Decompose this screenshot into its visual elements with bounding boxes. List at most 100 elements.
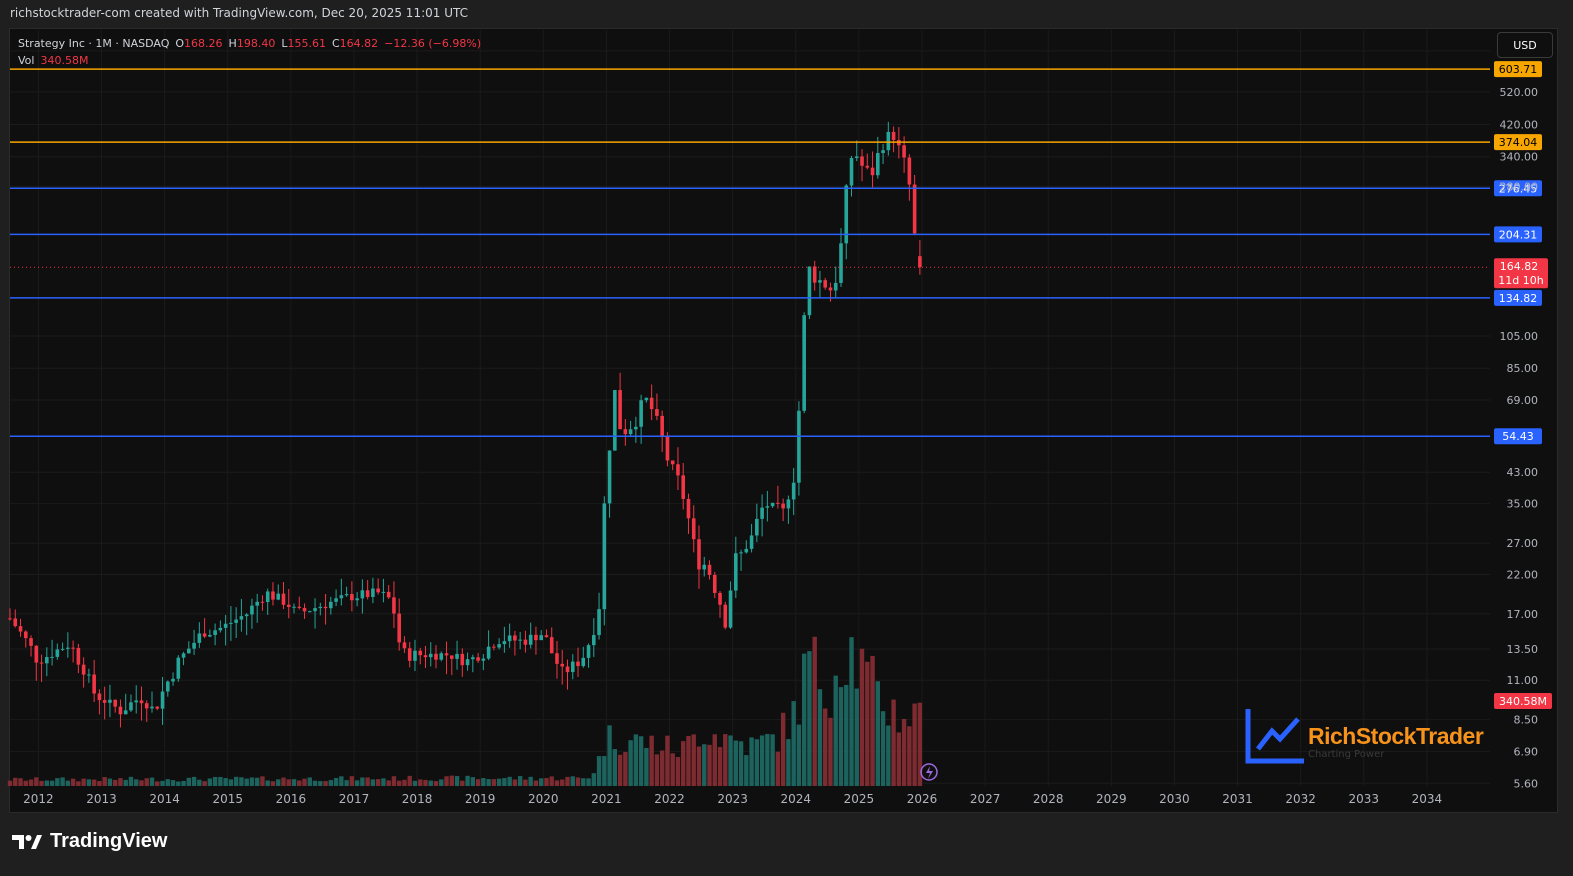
- volume-bar: [239, 777, 244, 786]
- candle-body: [381, 591, 386, 593]
- y-tick-label: 27.00: [1507, 537, 1539, 550]
- candle-body: [323, 606, 328, 609]
- candle-body: [670, 460, 675, 465]
- richstocktrader-watermark: RichStockTrader Charting Power: [1244, 705, 1494, 767]
- volume-bar: [134, 779, 139, 786]
- volume-bar: [349, 776, 355, 786]
- candle-body: [623, 429, 628, 435]
- volume-bar: [628, 740, 633, 786]
- volume-bar: [370, 779, 376, 786]
- x-tick-label: 2021: [591, 792, 622, 806]
- symbol-name[interactable]: Strategy Inc · 1M · NASDAQ: [18, 37, 170, 50]
- volume-bar: [339, 776, 344, 786]
- volume-bar: [307, 777, 312, 786]
- volume-bar: [733, 740, 738, 786]
- volume-bar: [528, 776, 533, 786]
- volume-bar: [917, 702, 923, 786]
- volume-bar: [270, 781, 276, 786]
- y-tick-label: 340.00: [1500, 151, 1539, 164]
- y-axis-labels: 680.00520.00420.00340.00280.00105.0085.0…: [1500, 45, 1539, 790]
- volume-bar: [460, 780, 465, 786]
- volume-bar: [176, 781, 181, 786]
- volume-bar: [70, 778, 76, 786]
- candle-body: [476, 657, 480, 661]
- y-tick-label: 17.00: [1507, 608, 1539, 621]
- last-price-tag: [1494, 258, 1548, 289]
- y-tick-label: 420.00: [1500, 118, 1539, 131]
- candle-body: [118, 706, 123, 715]
- candle-body: [797, 410, 801, 483]
- candle-body: [281, 593, 286, 605]
- candle-body: [439, 653, 444, 660]
- candle-body: [702, 564, 707, 570]
- volume-bar: [118, 778, 123, 786]
- candle-body: [234, 619, 238, 623]
- candle-body: [739, 552, 743, 554]
- tradingview-logo[interactable]: TradingView: [12, 830, 167, 853]
- candle-body: [271, 591, 275, 600]
- candle-body: [39, 662, 44, 664]
- y-tick-label: 13.50: [1507, 643, 1539, 656]
- volume-bar: [560, 779, 565, 786]
- level-tag-134.82: [1494, 289, 1542, 306]
- horizontal-levels: 603.71 374.04 276.45 204.31 134.82 54.43: [10, 61, 1542, 445]
- chart-panel[interactable]: [9, 28, 1558, 813]
- volume-bar: [754, 739, 760, 786]
- volume-bar: [891, 699, 896, 786]
- volume-bar: [491, 779, 497, 786]
- candle-body: [786, 499, 791, 509]
- candle-body: [555, 653, 559, 664]
- volume-bar: [575, 777, 581, 786]
- x-tick-label: 2019: [465, 792, 496, 806]
- x-tick-label: 2032: [1285, 792, 1316, 806]
- candle-body: [760, 507, 764, 519]
- open-label: O: [175, 37, 185, 50]
- candle-body: [723, 604, 728, 628]
- volume-bar: [791, 701, 796, 786]
- candle-body: [213, 630, 217, 636]
- candle-body: [13, 618, 18, 627]
- volume-bar: [607, 725, 612, 786]
- volume-bar: [838, 687, 844, 786]
- volume-bar: [644, 747, 649, 786]
- candle-body: [460, 653, 465, 666]
- candle-body: [428, 653, 433, 658]
- level-label-603.71: 603.71: [1499, 63, 1538, 76]
- level-tag-204.31: [1494, 226, 1542, 243]
- candle-body: [549, 637, 554, 654]
- candle-body: [770, 502, 775, 507]
- x-tick-label: 2029: [1096, 792, 1127, 806]
- volume-bar: [244, 778, 249, 786]
- candle-body: [660, 415, 664, 437]
- x-tick-label: 2022: [654, 792, 685, 806]
- y-tick-label: 11.00: [1507, 674, 1539, 687]
- x-tick-label: 2033: [1349, 792, 1380, 806]
- volume-bar: [55, 778, 60, 786]
- volume-bar: [912, 703, 917, 786]
- volume-tag: [1494, 693, 1552, 709]
- volume-bar: [249, 777, 255, 786]
- volume-bar: [570, 776, 575, 786]
- candle-body: [802, 315, 806, 411]
- low-value: 155.61: [287, 37, 326, 50]
- level-label-54.43: 54.43: [1502, 430, 1534, 443]
- volume-bar: [859, 648, 865, 786]
- volume-bar: [854, 688, 859, 786]
- volume-bar: [13, 777, 18, 786]
- candle-body: [129, 702, 133, 711]
- candle-body: [418, 650, 423, 656]
- volume-bar: [312, 780, 318, 786]
- news-flash-ring: [920, 763, 938, 781]
- y-tick-label: 22.00: [1507, 568, 1539, 581]
- volume-bar: [801, 653, 807, 786]
- y-tick-label: 69.00: [1507, 394, 1539, 407]
- volume-bar: [539, 778, 544, 786]
- volume-bar: [396, 780, 402, 786]
- volume-bar: [512, 779, 518, 786]
- candle-body: [45, 657, 49, 664]
- x-tick-label: 2020: [528, 792, 559, 806]
- change-value: −12.36 (−6.98%): [384, 37, 482, 50]
- currency-button[interactable]: USD: [1497, 32, 1553, 58]
- volume-bar: [328, 780, 334, 786]
